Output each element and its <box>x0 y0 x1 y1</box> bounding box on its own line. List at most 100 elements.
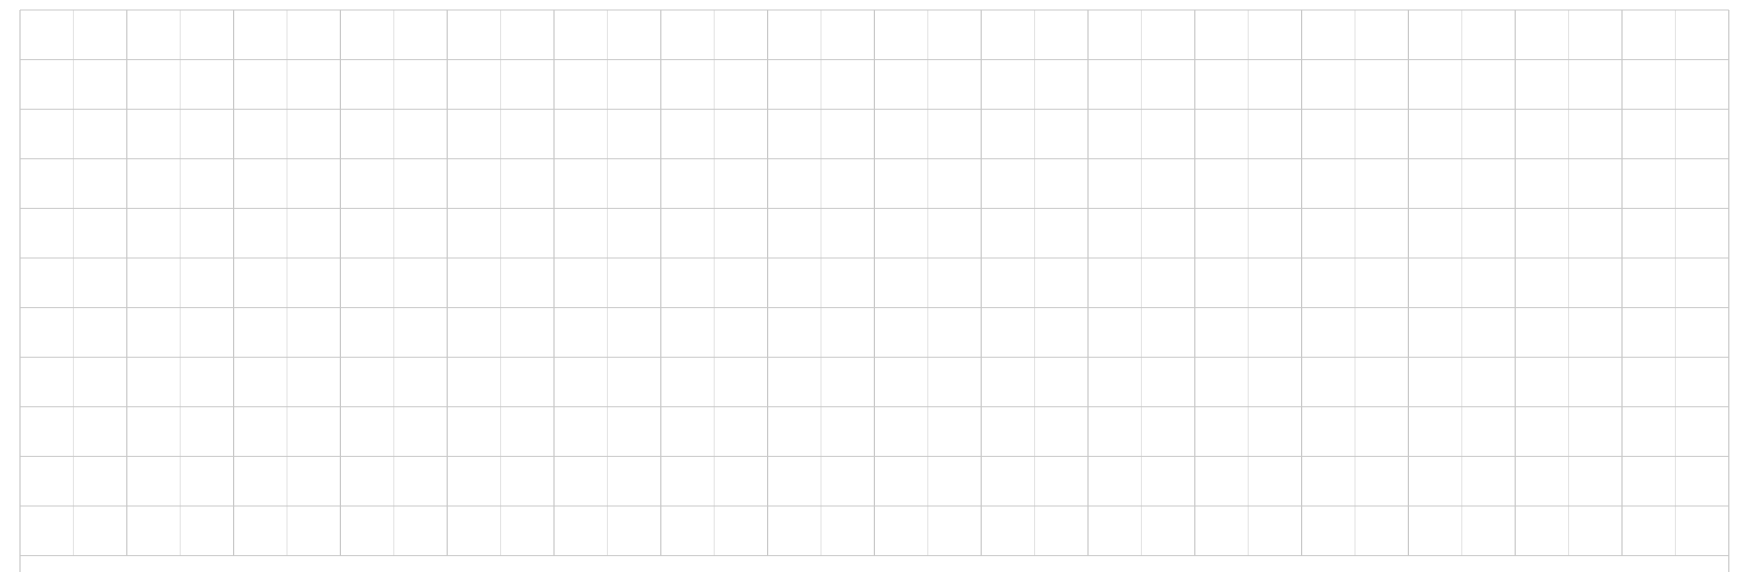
grid-cell[interactable] <box>874 456 928 506</box>
grid-cell[interactable] <box>1461 258 1516 308</box>
grid-cell[interactable] <box>660 456 715 506</box>
grid-cell[interactable] <box>500 258 554 308</box>
grid-cell[interactable] <box>287 109 341 159</box>
grid-cell[interactable] <box>126 258 181 308</box>
grid-cell[interactable] <box>1622 158 1676 209</box>
grid-cell[interactable] <box>607 506 661 556</box>
grid-cell[interactable] <box>1675 307 1729 358</box>
grid-cell[interactable] <box>287 258 341 308</box>
grid-cell[interactable] <box>1141 208 1195 258</box>
grid-cell[interactable] <box>340 258 394 308</box>
grid-cell[interactable] <box>500 357 554 407</box>
grid-cell[interactable] <box>1622 109 1676 159</box>
grid-cell[interactable] <box>393 10 448 60</box>
grid-cell[interactable] <box>607 10 661 60</box>
grid-cell[interactable] <box>287 208 341 258</box>
grid-cell[interactable] <box>1088 406 1142 457</box>
grid-cell[interactable] <box>554 258 608 308</box>
grid-cell[interactable] <box>1622 10 1676 60</box>
grid-cell[interactable] <box>554 10 608 60</box>
grid-cell[interactable] <box>233 307 287 358</box>
grid-cell[interactable] <box>1622 357 1676 407</box>
grid-cell[interactable] <box>1408 158 1462 209</box>
grid-cell[interactable] <box>1034 357 1088 407</box>
grid-cell[interactable] <box>1248 10 1302 60</box>
grid-cell[interactable] <box>660 59 715 110</box>
grid-cell[interactable] <box>1141 456 1195 506</box>
grid-cell[interactable] <box>714 258 768 308</box>
grid-cell[interactable] <box>660 258 715 308</box>
grid-cell[interactable] <box>714 109 768 159</box>
grid-cell[interactable] <box>447 307 501 358</box>
grid-cell[interactable] <box>1675 456 1729 506</box>
grid-cell[interactable] <box>1301 59 1355 110</box>
grid-cell[interactable] <box>447 406 501 457</box>
grid-cell[interactable] <box>1355 59 1409 110</box>
grid-cell[interactable] <box>393 258 448 308</box>
grid-cell[interactable] <box>1194 158 1249 209</box>
grid-cell[interactable] <box>340 456 394 506</box>
grid-cell[interactable] <box>1194 506 1249 556</box>
grid-cell[interactable] <box>874 357 928 407</box>
grid-cell[interactable] <box>1088 307 1142 358</box>
grid-cell[interactable] <box>874 158 928 209</box>
grid-cell[interactable] <box>714 59 768 110</box>
grid-cell[interactable] <box>73 406 127 457</box>
grid-cell[interactable] <box>1355 357 1409 407</box>
grid-cell[interactable] <box>1675 109 1729 159</box>
grid-cell[interactable] <box>393 59 448 110</box>
grid-cell[interactable] <box>607 406 661 457</box>
grid-cell[interactable] <box>767 109 821 159</box>
grid-cell[interactable] <box>981 406 1035 457</box>
grid-cell[interactable] <box>981 258 1035 308</box>
grid-cell[interactable] <box>1034 10 1088 60</box>
grid-cell[interactable] <box>660 406 715 457</box>
grid-cell[interactable] <box>180 456 234 506</box>
grid-cell[interactable] <box>180 208 234 258</box>
grid-cell[interactable] <box>1515 357 1569 407</box>
grid-cell[interactable] <box>1408 357 1462 407</box>
grid-cell[interactable] <box>821 208 875 258</box>
grid-cell[interactable] <box>821 456 875 506</box>
grid-cell[interactable] <box>180 10 234 60</box>
grid-cell[interactable] <box>1675 59 1729 110</box>
grid-cell[interactable] <box>1141 406 1195 457</box>
grid-cell[interactable] <box>1675 258 1729 308</box>
grid-cell[interactable] <box>180 357 234 407</box>
grid-cell[interactable] <box>1675 406 1729 457</box>
grid-cell[interactable] <box>1568 456 1622 506</box>
grid-cell[interactable] <box>607 258 661 308</box>
grid-cell[interactable] <box>447 59 501 110</box>
grid-cell[interactable] <box>607 208 661 258</box>
grid-cell[interactable] <box>767 208 821 258</box>
grid-cell[interactable] <box>340 357 394 407</box>
grid-cell[interactable] <box>1675 10 1729 60</box>
grid-cell[interactable] <box>73 10 127 60</box>
grid-cell[interactable] <box>340 506 394 556</box>
grid-cell[interactable] <box>874 208 928 258</box>
grid-cell[interactable] <box>1408 59 1462 110</box>
grid-cell[interactable] <box>180 109 234 159</box>
grid-cell[interactable] <box>767 406 821 457</box>
grid-cell[interactable] <box>1461 10 1516 60</box>
grid-cell[interactable] <box>1355 456 1409 506</box>
grid-cell[interactable] <box>927 506 982 556</box>
grid-cell[interactable] <box>233 357 287 407</box>
grid-cell[interactable] <box>554 307 608 358</box>
grid-cell[interactable] <box>1568 307 1622 358</box>
grid-cell[interactable] <box>1675 208 1729 258</box>
grid-cell[interactable] <box>73 258 127 308</box>
grid-cell[interactable] <box>1675 158 1729 209</box>
grid-cell[interactable] <box>714 406 768 457</box>
grid-cell[interactable] <box>233 506 287 556</box>
grid-cell[interactable] <box>1141 307 1195 358</box>
grid-cell[interactable] <box>1461 357 1516 407</box>
grid-cell[interactable] <box>180 307 234 358</box>
grid-cell[interactable] <box>660 208 715 258</box>
grid-cell[interactable] <box>1034 109 1088 159</box>
grid-cell[interactable] <box>1675 357 1729 407</box>
grid-cell[interactable] <box>1461 506 1516 556</box>
grid-cell[interactable] <box>20 258 74 308</box>
grid-cell[interactable] <box>340 158 394 209</box>
grid-cell[interactable] <box>447 258 501 308</box>
